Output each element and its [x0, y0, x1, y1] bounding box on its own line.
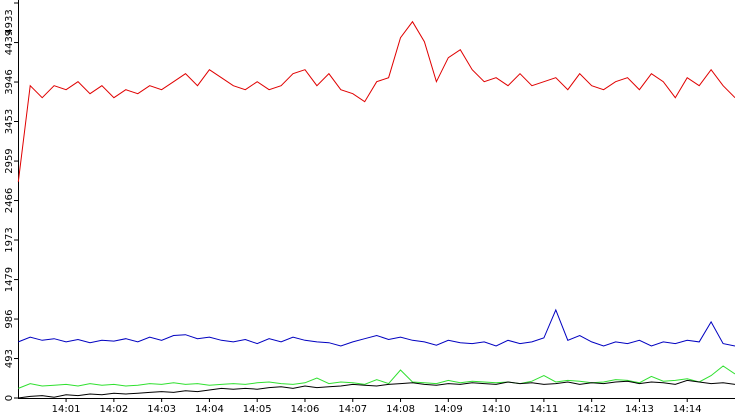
x-tick-label: 14:10 — [482, 404, 511, 415]
series-line — [18, 308, 735, 347]
y-tick-label: 4933 — [4, 9, 15, 34]
x-tick-label: 14:08 — [386, 404, 415, 415]
x-tick-label: 14:01 — [52, 404, 81, 415]
x-tick-label: 14:11 — [529, 404, 558, 415]
y-tick-label: 1479 — [4, 267, 15, 292]
x-tick-label: 14:03 — [147, 404, 176, 415]
series-line — [17, 20, 735, 182]
y-tick-label: 1973 — [4, 227, 15, 252]
x-tick-label: 14:05 — [243, 404, 272, 415]
x-tick-label: 14:14 — [673, 404, 702, 415]
x-tick-label: 14:06 — [291, 404, 320, 415]
y-tick-label: 986 — [4, 310, 15, 329]
x-tick-label: 14:04 — [195, 404, 224, 415]
series-line — [18, 365, 735, 389]
series-line — [18, 379, 735, 399]
x-tick-label: 14:09 — [434, 404, 463, 415]
y-tick-label: 493 — [4, 349, 15, 368]
x-tick-label: 14:13 — [625, 404, 654, 415]
y-tick-label: 2466 — [4, 188, 15, 213]
y-tick-label: 2959 — [4, 148, 15, 173]
x-tick-label: 14:12 — [577, 404, 606, 415]
x-tick-label: 14:02 — [99, 404, 128, 415]
y-tick-label: 0 — [4, 395, 15, 401]
y-tick-label: 3946 — [4, 69, 15, 94]
y-tick-label: 3453 — [4, 109, 15, 134]
x-tick-label: 14:07 — [338, 404, 367, 415]
y-tick-label: 4439 — [4, 30, 15, 55]
